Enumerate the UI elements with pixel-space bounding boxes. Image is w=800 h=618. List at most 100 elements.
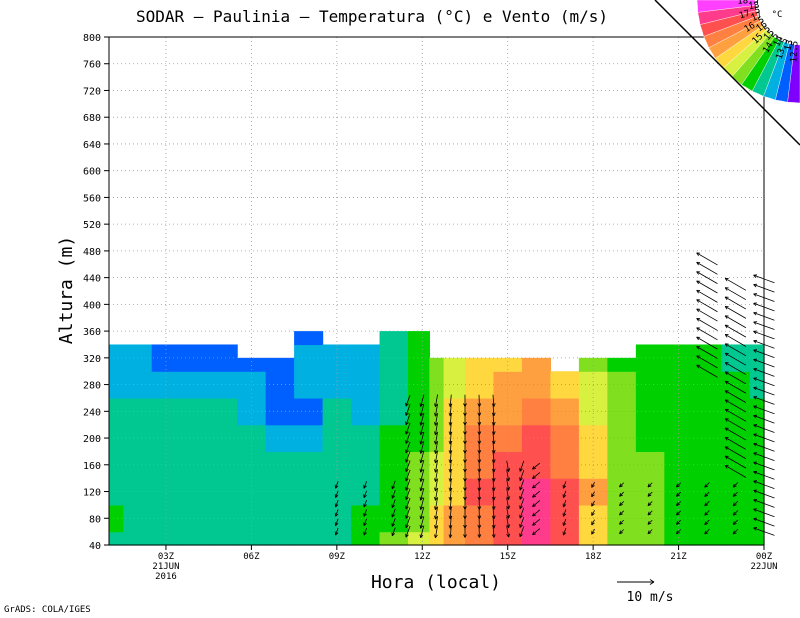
temperature-cell (443, 504, 466, 533)
temperature-cell (429, 531, 445, 546)
wind-vector (491, 422, 496, 435)
temperature-cell (294, 331, 324, 346)
wind-vector (491, 506, 496, 520)
wind-vector (647, 482, 653, 488)
wind-vector (724, 296, 747, 310)
temperature-cell (294, 344, 324, 372)
temperature-cell (408, 531, 430, 546)
wind-vector (732, 528, 739, 535)
wind-vector (419, 506, 425, 520)
wind-vector (491, 394, 496, 407)
x-tick-label: 21Z (670, 552, 687, 562)
temperature-cell (749, 531, 765, 546)
temperature-cell (664, 531, 694, 546)
y-tick-label: 800 (83, 33, 101, 44)
wind-vector (619, 510, 625, 516)
wind-vector (491, 488, 496, 501)
wind-vector (732, 500, 739, 507)
temperature-cell (408, 397, 430, 426)
wind-vector (676, 519, 681, 525)
wind-vector (696, 355, 718, 369)
wind-vector (676, 510, 681, 516)
wind-vector (562, 499, 567, 508)
colorbar-label: 12.5 (789, 41, 800, 63)
temperature-cell (521, 397, 552, 426)
wind-vector (724, 287, 747, 301)
wind-vector (434, 422, 438, 436)
wind-vector (506, 479, 510, 491)
colorbar-diagonal (654, 0, 800, 146)
temperature-cell (379, 531, 409, 546)
wind-vector (363, 490, 367, 498)
wind-vector (704, 482, 710, 488)
wind-vector (647, 529, 653, 535)
temperature-cell (151, 371, 181, 399)
wind-vector (647, 501, 653, 507)
wind-vector (696, 364, 718, 378)
wind-vector (419, 441, 425, 454)
wind-vector (704, 528, 710, 535)
x-tick-label: 18Z (585, 552, 602, 562)
temperature-cell (294, 504, 324, 533)
temperature-cell (464, 357, 495, 372)
wind-vector (647, 491, 653, 497)
wind-vector (724, 362, 747, 375)
wind-vector (647, 519, 653, 525)
wind-vector (591, 500, 595, 507)
temperature-cell (635, 531, 665, 546)
temperature-cell (692, 531, 722, 546)
wind-vector (434, 459, 438, 473)
wind-vector (405, 479, 411, 491)
wind-vector (334, 509, 339, 517)
wind-vector (363, 518, 367, 527)
wind-vector (434, 469, 438, 482)
wind-vector (532, 500, 541, 508)
y-tick-label: 40 (89, 541, 101, 552)
wind-vector (363, 481, 367, 489)
temperature-cell (521, 531, 552, 546)
wind-vector (334, 481, 339, 489)
temperature-cell (550, 371, 580, 399)
temperature-cell (294, 397, 324, 426)
wind-vector (506, 460, 510, 472)
wind-vector (696, 271, 718, 284)
colorbar-unit: °C (772, 10, 783, 20)
wind-vector (405, 422, 411, 435)
colorbar-label: 14 (772, 35, 786, 49)
y-tick-label: 480 (83, 247, 101, 258)
temperature-cell (180, 504, 210, 533)
wind-vector (434, 497, 438, 510)
temperature-cell (493, 531, 523, 546)
wind-vector (491, 441, 496, 454)
wind-vector (506, 469, 510, 482)
wind-vector (419, 394, 425, 407)
colorbar-segment (787, 44, 800, 104)
wind-vector (419, 413, 425, 426)
wind-vector (619, 529, 625, 535)
temperature-cell (550, 478, 580, 506)
wind-vector (491, 469, 496, 482)
temperature-cell (493, 357, 523, 372)
temperature-cell (109, 478, 124, 506)
wind-vector (619, 482, 625, 488)
wind-vector (419, 469, 425, 482)
temperature-cell (180, 424, 210, 453)
temperature-cell (109, 504, 124, 533)
temperature-cell (521, 424, 552, 453)
wind-vector (391, 499, 396, 509)
wind-vector (591, 510, 595, 516)
y-tick-label: 400 (83, 300, 101, 311)
wind-vector (562, 509, 567, 517)
temperature-cell (294, 371, 324, 399)
wind-vector (532, 481, 541, 489)
temperature-cell (578, 357, 608, 372)
y-tick-label: 200 (83, 434, 101, 445)
wind-vector (434, 394, 438, 408)
temperature-cell (443, 531, 466, 546)
wind-vector (419, 488, 425, 501)
wind-vector (491, 404, 496, 417)
y-tick-label: 320 (83, 354, 101, 365)
wind-vector (491, 460, 496, 473)
wind-vector (724, 371, 747, 385)
